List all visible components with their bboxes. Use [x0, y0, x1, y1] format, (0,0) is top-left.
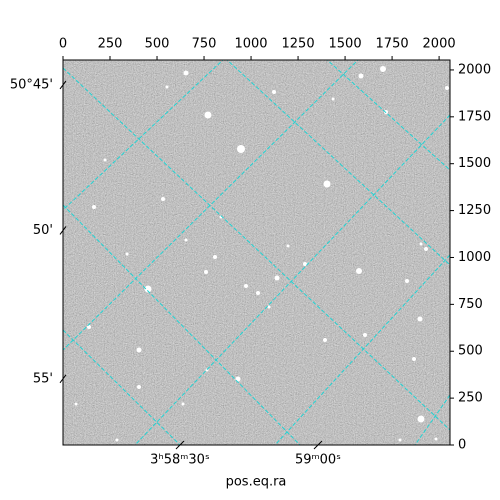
world-x-tick-label: 59ᵐ00ˢ	[295, 453, 341, 468]
world-x-tick-label: 3ʰ58ᵐ30ˢ	[150, 453, 210, 468]
y-tick-label: 750	[458, 297, 483, 312]
x-tick-label: 250	[98, 37, 123, 52]
x-tick-label: 500	[145, 37, 170, 52]
y-tick-label: 500	[458, 344, 483, 359]
x-tick-label: 1500	[329, 37, 362, 52]
x-tick-label: 0	[59, 37, 67, 52]
x-axis-label: pos.eq.ra	[226, 475, 287, 490]
sky-image	[63, 60, 450, 445]
world-grid-line	[326, 60, 450, 171]
plot-frame	[62, 59, 451, 446]
world-x-tick	[175, 440, 185, 450]
stars	[74, 66, 449, 442]
world-grid-line	[226, 60, 450, 266]
world-y-tick-label: 50'	[33, 223, 53, 238]
world-grid-line	[63, 329, 181, 445]
y-tick-label: 1500	[458, 156, 491, 171]
y-tick-label: 2000	[458, 62, 491, 77]
world-y-tick	[59, 80, 67, 90]
world-grid-line	[134, 114, 450, 445]
y-tick-label: 0	[458, 438, 466, 453]
x-tick-label: 1750	[376, 37, 409, 52]
world-y-tick-label: 55'	[33, 371, 53, 386]
world-grid	[63, 60, 450, 445]
world-grid-line	[63, 204, 301, 445]
world-x-tick	[313, 440, 323, 450]
y-tick-label: 250	[458, 391, 483, 406]
y-tick-label: 1750	[458, 109, 491, 124]
world-grid-line	[63, 67, 450, 431]
x-tick-label: 1250	[282, 37, 315, 52]
world-grid-line	[414, 394, 450, 445]
x-tick-label: 1000	[234, 37, 267, 52]
world-y-tick	[59, 226, 67, 235]
world-grid-line	[63, 60, 359, 351]
world-grid-line	[274, 254, 450, 445]
world-y-tick-label: 50°45'	[10, 77, 53, 92]
x-tick-label: 750	[192, 37, 217, 52]
world-y-tick	[59, 374, 67, 384]
y-tick-label: 1000	[458, 250, 491, 265]
x-tick-label: 2000	[423, 37, 456, 52]
world-grid-line	[63, 60, 224, 211]
y-tick-label: 1250	[458, 203, 491, 218]
